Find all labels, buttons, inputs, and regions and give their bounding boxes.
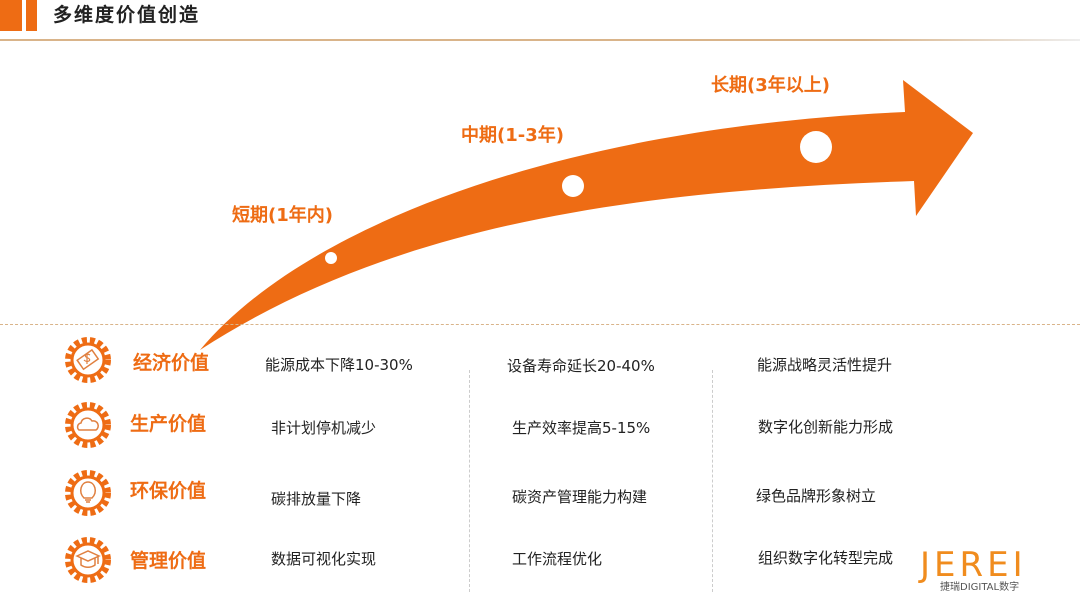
cell-mid-term: 碳资产管理能力构建 — [512, 488, 648, 506]
arrow-shape — [200, 80, 973, 350]
graduation-cap-icon — [65, 537, 111, 583]
header-accent-bar — [26, 0, 37, 31]
growth-arrow — [200, 80, 973, 350]
cell-long-term: 绿色品牌形象树立 — [756, 487, 877, 505]
milestone-dot-long — [800, 131, 832, 163]
page-title: 多维度价值创造 — [53, 4, 201, 26]
column-divider — [469, 370, 470, 592]
cell-long-term: 数字化创新能力形成 — [758, 418, 894, 436]
cell-mid-term: 生产效率提高5-15% — [512, 419, 651, 437]
jerei-logo: JEREI — [920, 545, 1027, 585]
category-management: 管理价值 — [130, 550, 207, 572]
money-icon — [65, 337, 111, 383]
cell-short-term: 数据可视化实现 — [271, 550, 377, 568]
header-accent-bar — [0, 0, 22, 31]
cell-short-term: 非计划停机减少 — [271, 419, 377, 437]
category-production: 生产价值 — [130, 413, 207, 435]
jerei-logo-subtext: 捷瑞DIGITAL数字 — [940, 582, 1020, 593]
category-environmental: 环保价值 — [130, 480, 207, 502]
phase-long-label: 长期(3年以上) — [711, 75, 830, 96]
divider — [0, 324, 1080, 325]
milestone-dot-mid — [562, 175, 584, 197]
category-economic: 经济价值 — [133, 352, 210, 374]
phase-mid-label: 中期(1-3年) — [461, 125, 564, 146]
lightbulb-icon — [65, 470, 111, 516]
cell-long-term: 组织数字化转型完成 — [758, 549, 894, 567]
cell-mid-term: 设备寿命延长20-40% — [507, 357, 655, 375]
milestone-dot-short — [325, 252, 337, 264]
phase-short-label: 短期(1年内) — [232, 205, 333, 226]
column-divider — [712, 370, 713, 592]
cell-short-term: 碳排放量下降 — [271, 490, 362, 508]
cloud-icon — [65, 402, 111, 448]
cell-mid-term: 工作流程优化 — [512, 550, 603, 568]
cell-short-term: 能源成本下降10-30% — [265, 356, 413, 374]
header-divider — [0, 39, 1080, 41]
cell-long-term: 能源战略灵活性提升 — [757, 356, 893, 374]
